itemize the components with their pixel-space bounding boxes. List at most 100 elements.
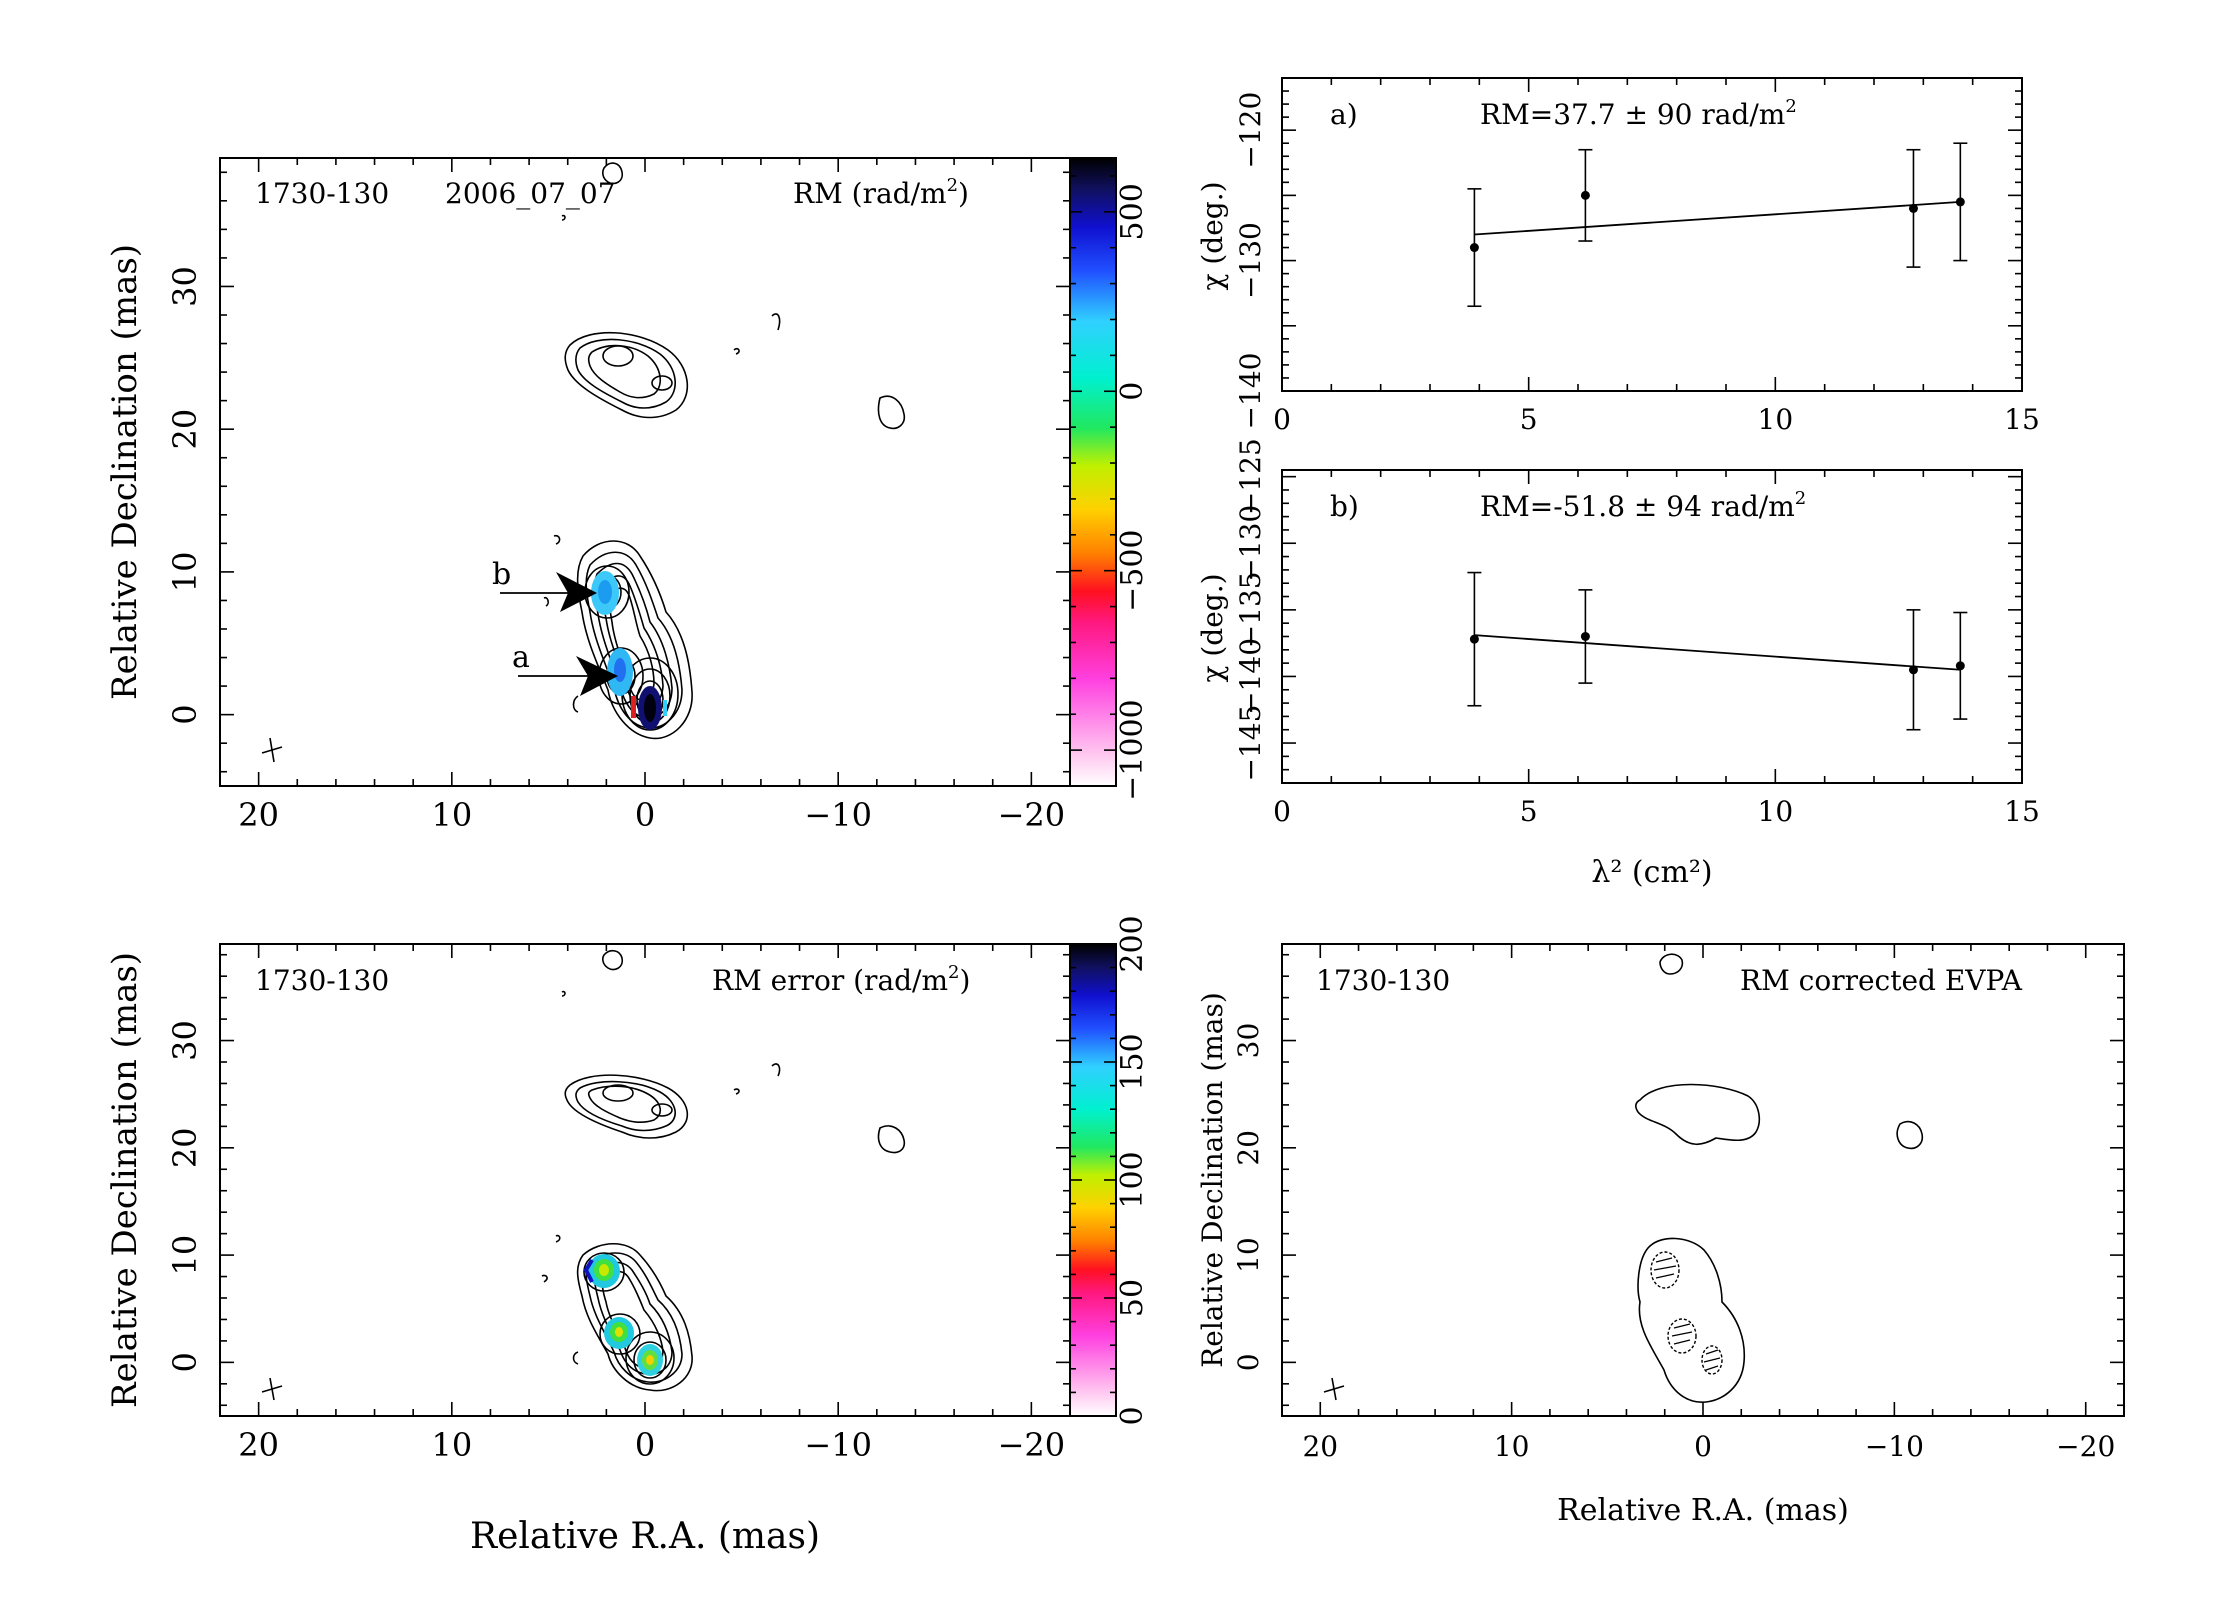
- rm-map-colour-regions: [591, 571, 667, 730]
- colorbar-tick-label: −500: [1115, 529, 1150, 611]
- colorbar-tick-label: 0: [1115, 382, 1150, 401]
- chi-plot-a-panel-label: a): [1330, 98, 1358, 131]
- evpa-map-xlabel: Relative R.A. (mas): [1557, 1493, 1849, 1528]
- y-tick-label: 0: [166, 1352, 204, 1372]
- y-tick-label: 0: [166, 704, 204, 724]
- data-point: [1908, 203, 1918, 213]
- x-tick-label: 0: [635, 796, 655, 834]
- y-tick-label: 10: [1232, 1237, 1265, 1273]
- y-tick-label: −130: [1234, 222, 1267, 299]
- evpa-map-source: 1730-130: [1316, 964, 1450, 997]
- chi-plot-a: 0 5 10 15 −120 −130 −140 a) RM=37.7 ± 90 rad/m…: [1196, 77, 2040, 436]
- rm-map-contours: [543, 162, 906, 740]
- colorbar-tick-label: 200: [1115, 915, 1150, 972]
- y-tick-label: 10: [166, 552, 204, 593]
- evpa-map-panel: 20 10 0 −10 −20 0 10 20 30 1730-130 RM corrected…: [1196, 943, 2125, 1528]
- rm-error-map-beam: [261, 1377, 283, 1401]
- x-tick-label: 20: [238, 1426, 279, 1464]
- y-tick-label: 10: [166, 1235, 204, 1276]
- x-tick-label: 10: [1758, 403, 1794, 436]
- x-tick-label: 15: [2004, 403, 2040, 436]
- x-tick-label: 15: [2004, 795, 2040, 828]
- colorbar-tick-label: 150: [1115, 1033, 1150, 1090]
- x-tick-label: 5: [1520, 795, 1538, 828]
- y-tick-label: −125: [1234, 438, 1267, 515]
- chi-plot-b-xlabel: λ² (cm²): [1591, 855, 1712, 890]
- x-tick-label: 0: [1694, 1430, 1712, 1463]
- rm-error-map-frame: [219, 943, 1071, 1417]
- chi-plot-b-panel-label: b): [1330, 490, 1359, 523]
- x-tick-label: −20: [998, 1426, 1066, 1464]
- x-tick-label: −10: [804, 1426, 872, 1464]
- rm-error-map-xlabel: Relative R.A. (mas): [470, 1516, 820, 1557]
- evpa-map-label: RM corrected EVPA: [1740, 964, 2023, 997]
- colorbar-tick-label: 500: [1115, 183, 1150, 240]
- y-tick-label: 30: [1232, 1023, 1265, 1059]
- x-tick-label: 20: [238, 796, 279, 834]
- rm-map-source: 1730-130: [255, 177, 389, 210]
- arrow-a-head: [576, 656, 618, 696]
- rm-colorbar: [1069, 157, 1117, 787]
- y-tick-label: −130: [1234, 505, 1267, 582]
- y-tick-label: −140: [1234, 638, 1267, 715]
- rm-map-ylabel: Relative Declination (mas): [105, 244, 145, 700]
- data-point: [1469, 634, 1479, 644]
- data-point: [1580, 190, 1590, 200]
- rm-map-label: RM (rad/m2): [793, 175, 969, 210]
- x-tick-label: 0: [635, 1426, 655, 1464]
- colorbar-tick-label: 100: [1115, 1151, 1150, 1208]
- x-tick-label: 20: [1302, 1430, 1338, 1463]
- arrow-b-label: b: [492, 557, 511, 592]
- x-tick-label: −20: [998, 796, 1066, 834]
- chi-plot-b-title: RM=-51.8 ± 94 rad/m2: [1480, 488, 1806, 523]
- y-tick-label: 20: [1232, 1130, 1265, 1166]
- y-tick-label: 30: [166, 266, 204, 307]
- rm-error-map-source: 1730-130: [255, 964, 389, 997]
- chi-plot-a-content: 0 5 10 15 −120 −130 −140: [1234, 77, 2040, 436]
- x-tick-label: 10: [431, 1426, 472, 1464]
- colorbar-tick-label: 50: [1115, 1279, 1150, 1317]
- x-tick-label: 5: [1520, 403, 1538, 436]
- evpa-map-contours: [1635, 953, 1924, 1403]
- chi-plot-b-frame: [1281, 469, 2023, 784]
- rm-error-colorbar-ticks: 200 150 100 50 0: [1070, 915, 1150, 1426]
- fit-line: [1474, 634, 1961, 671]
- rm-error-map-label: RM error (rad/m2): [712, 962, 970, 997]
- x-tick-label: 0: [1273, 795, 1291, 828]
- y-tick-label: −145: [1234, 705, 1267, 782]
- colorbar-tick-label: 0: [1115, 1406, 1150, 1425]
- x-tick-label: 10: [1758, 795, 1794, 828]
- x-tick-label: 10: [1494, 1430, 1530, 1463]
- y-tick-label: 0: [1232, 1353, 1265, 1371]
- chi-plot-a-title: RM=37.7 ± 90 rad/m2: [1480, 96, 1797, 131]
- y-tick-label: −120: [1234, 92, 1267, 169]
- data-point: [1908, 665, 1918, 675]
- evpa-map-beam: [1323, 1377, 1345, 1401]
- x-tick-label: −10: [1865, 1430, 1924, 1463]
- rm-colorbar-ticks: 500 0 −500 −1000: [1070, 175, 1150, 801]
- evpa-map-ticks: 20 10 0 −10 −20 0 10 20 30: [1232, 944, 2125, 1463]
- evpa-map-frame: [1281, 943, 2125, 1417]
- x-tick-label: 0: [1273, 403, 1291, 436]
- rm-error-map-ylabel: Relative Declination (mas): [105, 952, 145, 1408]
- data-point: [1580, 631, 1590, 641]
- x-tick-label: −20: [2056, 1430, 2115, 1463]
- chi-plot-b-content: 0 5 10 15 −125−130−135−140−145: [1234, 438, 2040, 828]
- data-point: [1469, 243, 1479, 253]
- rm-map-epoch: 2006_07_07: [445, 177, 616, 210]
- rm-error-map-ticks: 20 10 0 −10 −20 0 10 20 30: [166, 944, 1071, 1464]
- rm-error-map-contours: [541, 949, 906, 1392]
- rm-map-beam: [261, 737, 283, 763]
- rm-map-arrows: b a: [492, 557, 618, 696]
- data-point: [1955, 661, 1965, 671]
- x-tick-label: 10: [431, 796, 472, 834]
- y-tick-label: −135: [1234, 571, 1267, 648]
- y-tick-label: 30: [166, 1020, 204, 1061]
- arrow-a-label: a: [512, 640, 530, 675]
- chi-plot-a-ylabel: χ (deg.): [1196, 181, 1229, 290]
- y-tick-label: −140: [1234, 353, 1267, 430]
- x-tick-label: −10: [804, 796, 872, 834]
- fit-line: [1474, 200, 1961, 236]
